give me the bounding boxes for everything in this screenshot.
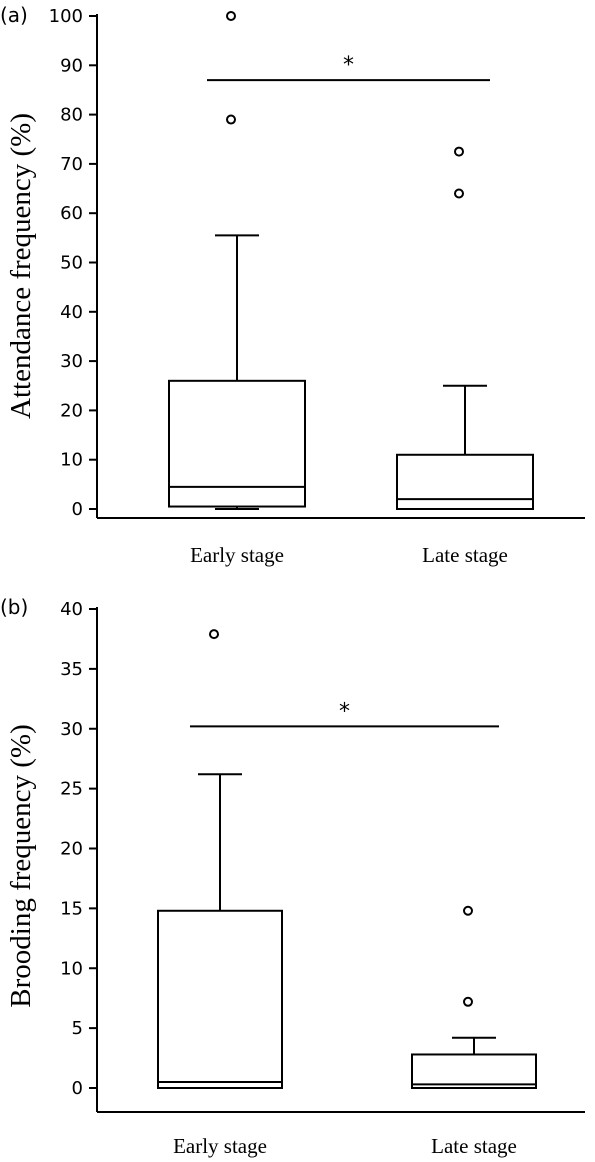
y-tick-label: 50 (60, 253, 83, 274)
y-tick-label: 30 (60, 351, 83, 372)
y-tick-label: 90 (60, 55, 83, 76)
x-category-labels: Early stage Late stage (173, 1134, 517, 1158)
outlier-point (226, 11, 236, 21)
y-tick-label: 30 (60, 719, 83, 740)
y-axis-title: Attendance frequency (%) (5, 113, 37, 419)
boxes (157, 629, 537, 1090)
y-tick-label: 10 (60, 958, 83, 979)
y-tick-label: 20 (60, 400, 83, 421)
outlier-point (454, 188, 464, 199)
y-ticks: 0 10 20 30 40 50 60 70 80 90 100 (49, 6, 97, 520)
significance: * (190, 699, 499, 728)
iqr-box (396, 453, 534, 510)
iqr-box (168, 379, 306, 508)
y-tick-label: 80 (60, 105, 83, 126)
y-tick-label: 15 (60, 898, 83, 919)
y-tick-label: 60 (60, 203, 83, 224)
box-late (396, 146, 534, 510)
axes (96, 14, 585, 519)
iqr-box (411, 1053, 537, 1089)
axes (96, 607, 585, 1113)
significance: * (207, 53, 490, 82)
panel-a: (a) Attendance frequency (%) 0 10 20 30 40 50… (0, 3, 585, 567)
iqr-box (157, 909, 283, 1090)
panel-label: (a) (0, 3, 28, 27)
outlier-point (463, 996, 473, 1007)
panel-label: (b) (0, 595, 28, 619)
box-early (168, 11, 306, 510)
y-tick-label: 0 (72, 1078, 83, 1099)
y-tick-label: 100 (49, 6, 83, 27)
y-tick-label: 0 (72, 499, 83, 520)
y-ticks: 0 5 10 15 20 25 30 35 40 (60, 599, 97, 1099)
y-tick-label: 20 (60, 839, 83, 860)
panel-b: (b) Brooding frequency (%) 0 5 10 15 20 25 30 3… (0, 595, 585, 1158)
outlier-point (463, 905, 473, 916)
outlier-point (454, 146, 464, 157)
y-tick-label: 35 (60, 659, 83, 680)
y-tick-label: 40 (60, 599, 83, 620)
x-category-labels: Early stage Late stage (190, 543, 508, 567)
significance-label: * (339, 699, 350, 724)
y-axis-title: Brooding frequency (%) (5, 724, 37, 1007)
x-category-label: Early stage (173, 1134, 267, 1158)
box-late (411, 905, 537, 1089)
boxes (168, 11, 534, 510)
box-early (157, 629, 283, 1090)
y-tick-label: 5 (72, 1018, 83, 1039)
x-category-label: Late stage (431, 1134, 517, 1158)
x-category-label: Late stage (422, 543, 508, 567)
outlier-point (226, 114, 236, 125)
x-category-label: Early stage (190, 543, 284, 567)
significance-label: * (343, 53, 354, 78)
y-tick-label: 25 (60, 779, 83, 800)
y-tick-label: 40 (60, 302, 83, 323)
y-tick-label: 70 (60, 154, 83, 175)
outlier-point (209, 629, 219, 640)
y-tick-label: 10 (60, 450, 83, 471)
